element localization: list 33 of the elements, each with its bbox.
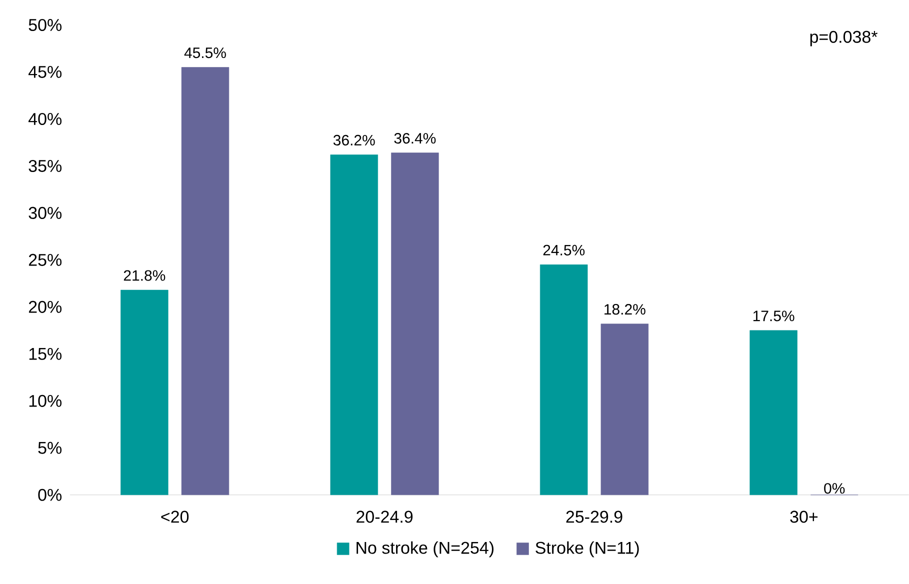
bar [750, 330, 798, 496]
y-tick-label: 45% [28, 66, 62, 78]
y-tick-label: 35% [28, 160, 62, 172]
bar [600, 324, 649, 496]
legend-label: No stroke (N=254) [356, 541, 494, 558]
y-tick-label: 50% [28, 19, 62, 32]
bar [391, 152, 439, 496]
legend-label: Stroke (N=11) [536, 541, 639, 558]
y-tick-label: 20% [28, 300, 62, 314]
data-label: 36.4% [394, 133, 436, 144]
data-label: 18.2% [604, 304, 646, 315]
data-label: 0% [824, 483, 845, 494]
y-tick-label: 15% [29, 348, 62, 360]
x-tick-label: <20 [161, 510, 189, 523]
y-tick-label: 10% [29, 394, 62, 407]
y-tick-label: 5% [38, 442, 62, 454]
bar [330, 154, 378, 496]
y-tick-label: 0% [38, 488, 62, 501]
x-tick-label: 30+ [790, 510, 818, 523]
x-tick-label: 20-24.9 [356, 510, 413, 523]
y-tick-label: 25% [28, 254, 62, 266]
annotation: p=0.038* [810, 30, 878, 46]
data-label: 21.8% [124, 270, 166, 281]
x-tick-label: 25-29.9 [566, 510, 622, 523]
bar [120, 290, 168, 496]
data-label: 17.5% [753, 310, 794, 322]
data-label: 45.5% [184, 48, 226, 58]
data-label: 24.5% [543, 244, 585, 256]
bar [181, 67, 230, 496]
y-tick-label: 30% [28, 207, 62, 220]
bar [540, 264, 588, 496]
data-label: 36.2% [333, 134, 375, 146]
y-tick-label: 40% [28, 113, 62, 126]
